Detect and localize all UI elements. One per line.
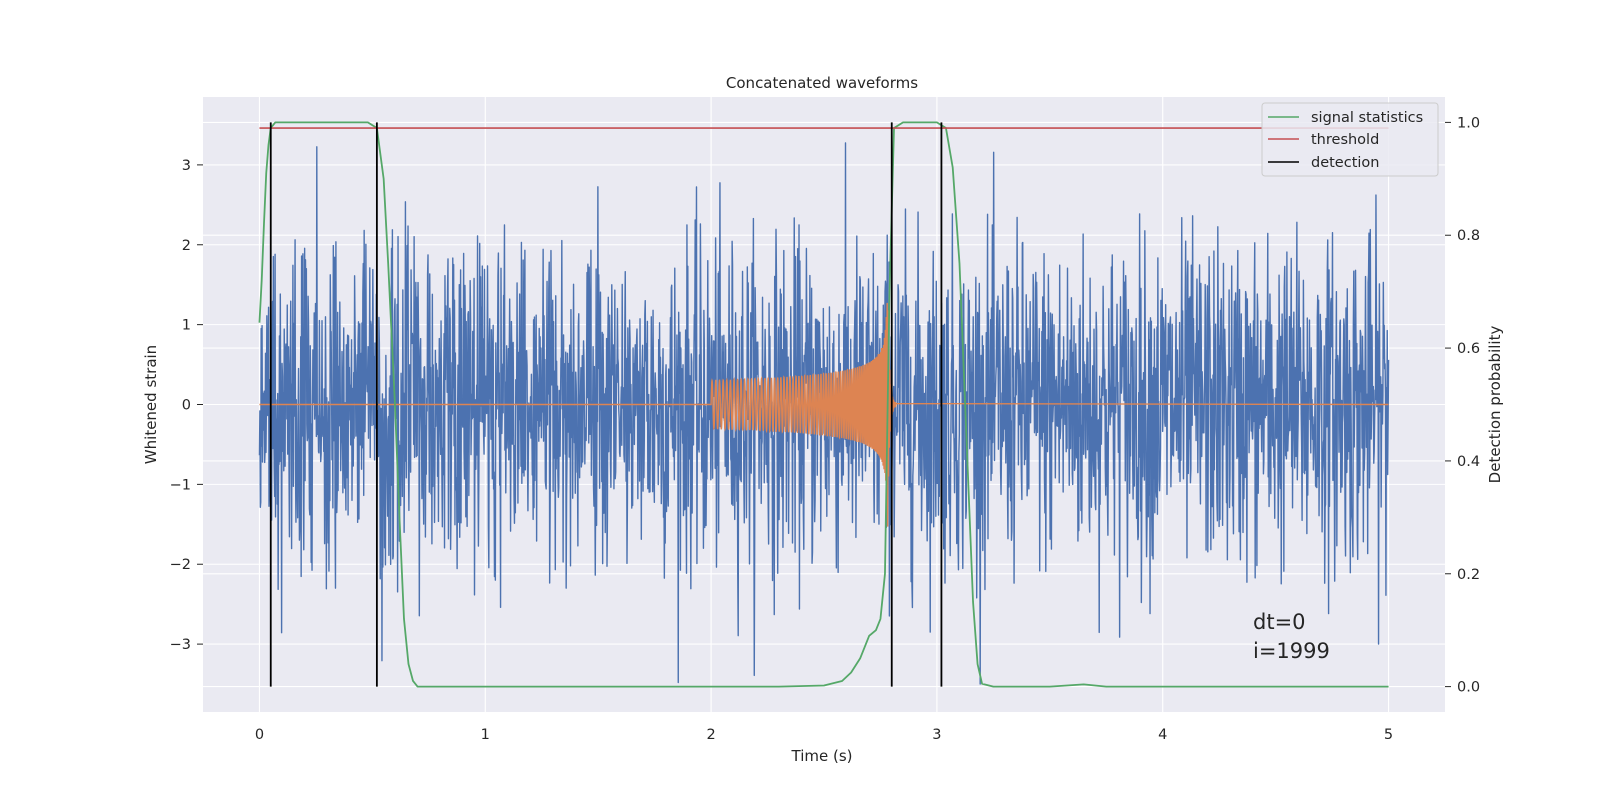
y-left-tick-label: −3 bbox=[170, 637, 191, 653]
chart-title: Concatenated waveforms bbox=[726, 74, 918, 92]
injected-waveform-line bbox=[259, 302, 1389, 527]
x-tick-label: 1 bbox=[481, 727, 490, 743]
y-axis-label-right: Detection probability bbox=[1486, 326, 1504, 484]
y-right-tick-label: 0.4 bbox=[1457, 454, 1480, 470]
tick-labels: 0 1 2 3 4 5 −3 −2 −1 0 1 2 3 0.0 0.2 0.4 0.6 0.8 1.0 bbox=[170, 115, 1480, 743]
legend-box bbox=[1261, 102, 1439, 177]
legend: signal statistics threshold detection bbox=[1261, 102, 1439, 177]
annotation-dt: dt=0 bbox=[1253, 610, 1306, 634]
legend-label-signal-statistics: signal statistics bbox=[1311, 110, 1423, 126]
y-left-tick-label: 2 bbox=[182, 238, 191, 254]
y-left-tick-label: −2 bbox=[170, 557, 191, 573]
x-axis-label: Time (s) bbox=[791, 747, 853, 765]
y-right-tick-label: 0.2 bbox=[1457, 567, 1480, 583]
y-right-tick-label: 0.6 bbox=[1457, 341, 1480, 357]
y-left-tick-label: −1 bbox=[170, 477, 191, 493]
y-right-tick-label: 1.0 bbox=[1457, 115, 1480, 131]
annotation-i: i=1999 bbox=[1253, 639, 1330, 663]
legend-label-threshold: threshold bbox=[1311, 132, 1379, 148]
x-tick-label: 4 bbox=[1158, 727, 1167, 743]
y-left-tick-label: 1 bbox=[182, 318, 191, 334]
injected-waveform-series bbox=[259, 302, 1389, 527]
signal-statistics-line bbox=[258, 121, 1389, 688]
legend-label-detection: detection bbox=[1311, 155, 1379, 171]
x-tick-label: 2 bbox=[706, 727, 715, 743]
y-right-tick-label: 0.8 bbox=[1457, 228, 1480, 244]
y-left-tick-label: 0 bbox=[182, 398, 191, 414]
y-left-tick-label: 3 bbox=[182, 158, 191, 174]
x-tick-label: 3 bbox=[932, 727, 941, 743]
x-tick-label: 5 bbox=[1384, 727, 1393, 743]
y-axis-label-left: Whitened strain bbox=[142, 345, 160, 464]
right-axis-series bbox=[258, 121, 1389, 688]
x-tick-label: 0 bbox=[255, 727, 264, 743]
y-right-tick-label: 0.0 bbox=[1457, 680, 1480, 696]
